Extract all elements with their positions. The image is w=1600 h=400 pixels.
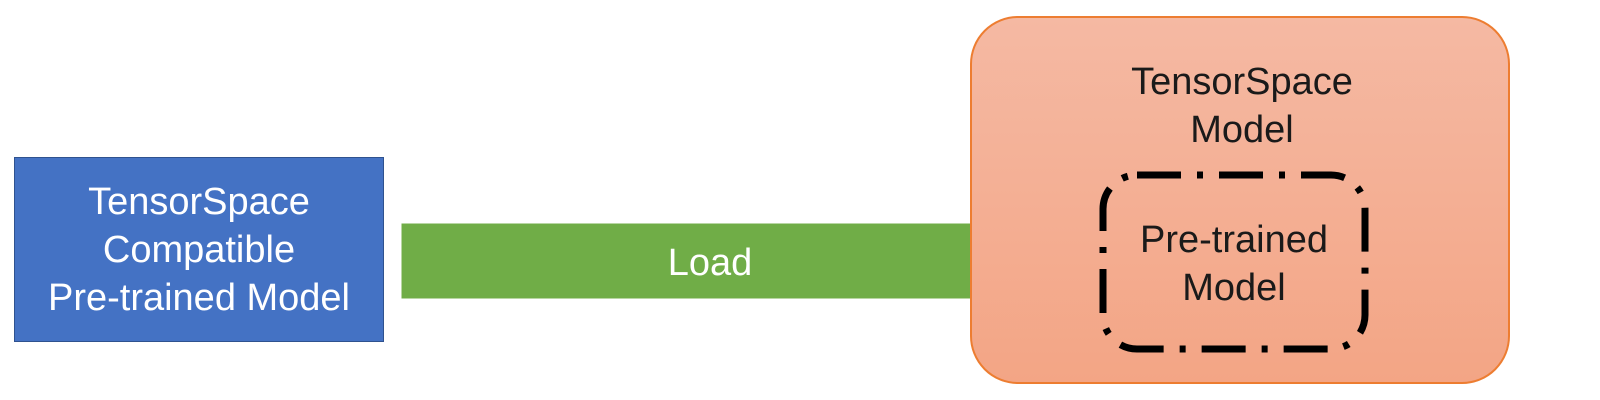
tensorspace-model-label: TensorSpace Model <box>1131 61 1353 151</box>
tensorspace-model-box: TensorSpace Model Pre-trained Model <box>970 16 1510 384</box>
source-model-box: TensorSpace Compatible Pre-trained Model <box>14 157 384 342</box>
pretrained-model-label: Pre-trained Model <box>1140 219 1328 309</box>
load-arrow-label: Load <box>667 242 753 284</box>
source-model-label: TensorSpace Compatible Pre-trained Model <box>47 180 351 319</box>
